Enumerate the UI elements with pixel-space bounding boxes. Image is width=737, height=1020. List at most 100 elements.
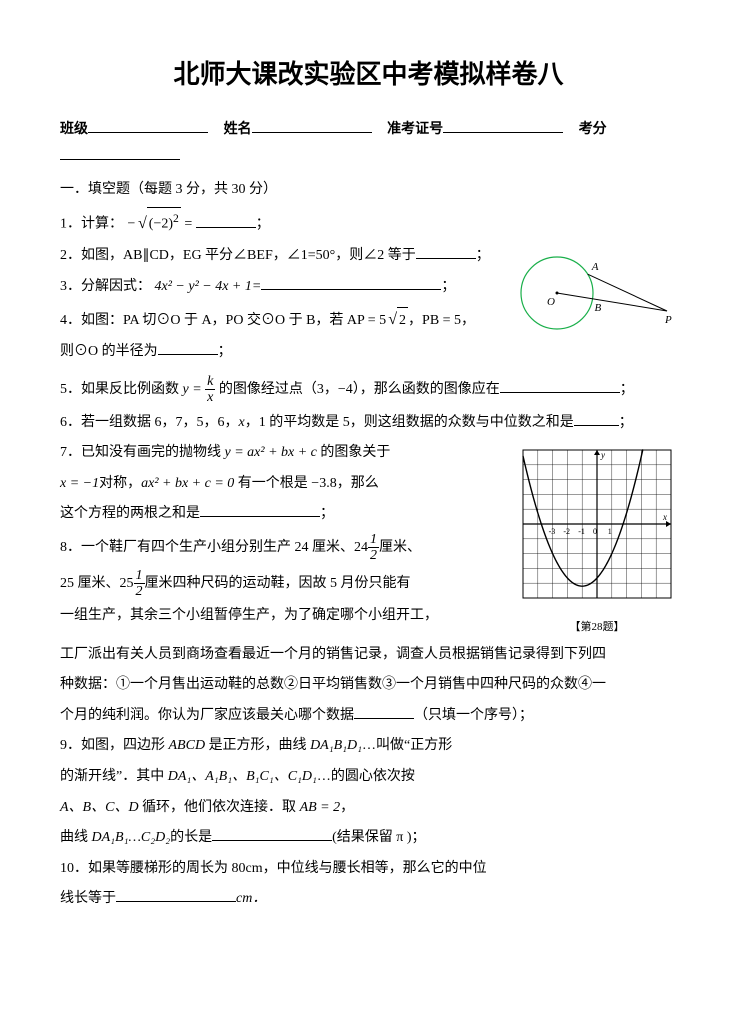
q2-blank: [416, 244, 476, 259]
q7-suffix: ；: [320, 506, 334, 521]
q8-l6b: （只填一个序号）；: [414, 708, 533, 723]
q1-prefix: 1．计算：: [60, 217, 123, 232]
section-1-title: 一．填空题（每题 3 分，共 30 分）: [60, 177, 677, 204]
question-9-line4: 曲线 DA₁B₁…C₂D₂的长是 (结果保留 π )；: [60, 825, 677, 852]
q7-b: 的图象关于: [317, 445, 391, 460]
q6-suffix: ；: [619, 415, 633, 430]
q9-c2: DA₁B₁…C₂D₂: [92, 830, 171, 845]
score-blank: [60, 145, 180, 160]
q9-l4c: (结果保留 π )；: [332, 830, 425, 845]
q7-l2d: 有一个根是 −3.8，那么: [234, 476, 378, 491]
q5-frac: kx: [205, 374, 215, 406]
name-blank: [252, 118, 372, 133]
question-7-line3: 这个方程的两根之和是 ；: [60, 501, 677, 528]
q9-l2b: …的圆心依次按: [317, 769, 415, 784]
question-8-line5: 种数据：①一个月售出运动鞋的总数②日平均销售数③一个月销售中四种尺码的众数④一: [60, 672, 677, 699]
q1-minus: −: [127, 217, 136, 232]
question-8-line6: 个月的纯利润。你认为厂家应该最关心哪个数据 （只填一个序号）；: [60, 703, 677, 730]
q3-prefix: 3．分解因式：: [60, 279, 151, 294]
q5-blank: [500, 378, 620, 393]
q4-l2s: ；: [218, 344, 232, 359]
question-2: 2．如图，AB∥CD，EG 平分∠BEF，∠1=50°，则∠2 等于 ；: [60, 243, 677, 270]
question-8-line3: 一组生产，其余三个小组暂停生产，为了确定哪个小组开工，: [60, 603, 677, 630]
question-5: 5．如果反比例函数 y = kx 的图像经过点（3，−4），那么函数的图像应在；: [60, 374, 677, 406]
q1-blank: [196, 213, 256, 228]
q7-l2c: ax² + bx + c = 0: [141, 476, 234, 491]
q9-ab2: AB = 2: [300, 800, 341, 815]
q4-blank: [158, 340, 218, 355]
q4-sqrt2: 2: [386, 305, 408, 336]
q4-text-b: ，PB = 5，: [408, 313, 475, 328]
question-1: 1．计算： −(−2)2 = ；: [60, 207, 677, 239]
id-blank: [443, 118, 563, 133]
q7-l2a: x = −1: [60, 476, 99, 491]
q8-l6a: 个月的纯利润。你认为厂家应该最关心哪个数据: [60, 708, 354, 723]
q9-l2a: 的渐开线”．其中: [60, 769, 168, 784]
question-9: 9．如图，四边形 ABCD 是正方形，曲线 DA₁B₁D₁…叫做“正方形: [60, 733, 677, 760]
q9-l3c: ，: [340, 800, 354, 815]
q9-l4a: 曲线: [60, 830, 92, 845]
score-label: 考分: [579, 120, 607, 136]
exam-header: 班级 姓名 准考证号 考分: [60, 115, 677, 168]
q9-l1b: 是正方形，曲线: [205, 738, 310, 753]
q8-l2a: 25 厘米、25: [60, 576, 134, 591]
question-7-line2: x = −1对称，ax² + bx + c = 0 有一个根是 −3.8，那么: [60, 471, 677, 498]
question-8-line2: 25 厘米、2512厘米四种尺码的运动鞋，因故 5 月份只能有: [60, 568, 677, 600]
q7-l2b: 对称，: [99, 476, 141, 491]
class-blank: [88, 118, 208, 133]
q3-suffix: ；: [441, 279, 455, 294]
question-10: 10．如果等腰梯形的周长为 80cm，中位线与腰长相等，那么它的中位: [60, 856, 677, 883]
q2-text: 2．如图，AB∥CD，EG 平分∠BEF，∠1=50°，则∠2 等于: [60, 248, 416, 263]
q1-suffix: ；: [256, 217, 270, 232]
q7-l3: 这个方程的两根之和是: [60, 506, 200, 521]
q1-sqrt: (−2)2: [136, 207, 181, 239]
q7-expr: y = ax² + bx + c: [225, 445, 317, 460]
question-3: 3．分解因式： 4x² − y² − 4x + 1= ；: [60, 274, 677, 301]
q9-arcs: DA₁、A₁B₁、B₁C₁、C₁D₁: [168, 769, 317, 784]
q5-suffix: ；: [620, 382, 634, 397]
class-label: 班级: [60, 120, 88, 136]
q4-text-a: 4．如图：PA 切⊙O 于 A，PO 交⊙O 于 B，若 AP = 5: [60, 313, 386, 328]
q5-yeq: y =: [183, 382, 206, 397]
q9-l1c: …叫做“正方形: [362, 738, 452, 753]
q6-a: 6．若一组数据 6，7，5，6，: [60, 415, 239, 430]
q8-half2: 12: [134, 568, 145, 600]
q9-l3a: A、B、C、D: [60, 800, 139, 815]
q9-l4b: 的长是: [170, 830, 212, 845]
question-4: 4．如图：PA 切⊙O 于 A，PO 交⊙O 于 B，若 AP = 52，PB …: [60, 305, 677, 336]
q10-l2b: cm．: [236, 891, 266, 906]
q5-b: 的图像经过点（3，−4），那么函数的图像应在: [219, 382, 500, 397]
q8-a: 8．一个鞋厂有四个生产小组分别生产 24 厘米、24: [60, 540, 368, 555]
q8-half1: 12: [368, 532, 379, 564]
q6-b: ，1 的平均数是 5，则这组数据的众数与中位数之和是: [245, 415, 574, 430]
question-6: 6．若一组数据 6，7，5，6，x，1 的平均数是 5，则这组数据的众数与中位数…: [60, 410, 677, 437]
question-10-line2: 线长等于 cm．: [60, 886, 677, 913]
question-7: 7．已知没有画完的抛物线 y = ax² + bx + c 的图象关于: [60, 440, 677, 467]
q7-a: 7．已知没有画完的抛物线: [60, 445, 225, 460]
question-4-line2: 则⊙O 的半径为 ；: [60, 339, 677, 366]
question-8-line4: 工厂派出有关人员到商场查看最近一个月的销售记录，调查人员根据销售记录得到下列四: [60, 642, 677, 669]
q9-c1: DA₁B₁D₁: [310, 738, 362, 753]
q10-l2a: 线长等于: [60, 891, 116, 906]
q1-eq: =: [181, 217, 196, 232]
page-title: 北师大课改实验区中考模拟样卷八: [60, 50, 677, 99]
question-9-line3: A、B、C、D 循环，他们依次连接．取 AB = 2，: [60, 795, 677, 822]
q9-abcd: ABCD: [169, 738, 206, 753]
q6-blank: [574, 411, 619, 426]
q9-blank: [212, 826, 332, 841]
q7-blank: [200, 502, 320, 517]
q9-l3b: 循环，他们依次连接．取: [139, 800, 300, 815]
q9-l1a: 9．如图，四边形: [60, 738, 169, 753]
q10-blank: [116, 887, 236, 902]
name-label: 姓名: [224, 120, 252, 136]
q3-expr: 4x² − y² − 4x + 1=: [155, 279, 262, 294]
id-label: 准考证号: [387, 120, 443, 136]
q4-l2a: 则⊙O 的半径为: [60, 344, 158, 359]
q8-l2b: 厘米四种尺码的运动鞋，因故 5 月份只能有: [145, 576, 411, 591]
q3-blank: [261, 275, 441, 290]
q2-suffix: ；: [476, 248, 490, 263]
question-9-line2: 的渐开线”．其中 DA₁、A₁B₁、B₁C₁、C₁D₁…的圆心依次按: [60, 764, 677, 791]
question-8: 8．一个鞋厂有四个生产小组分别生产 24 厘米、2412厘米、: [60, 532, 677, 564]
q8-b: 厘米、: [379, 540, 421, 555]
q8-blank: [354, 704, 414, 719]
